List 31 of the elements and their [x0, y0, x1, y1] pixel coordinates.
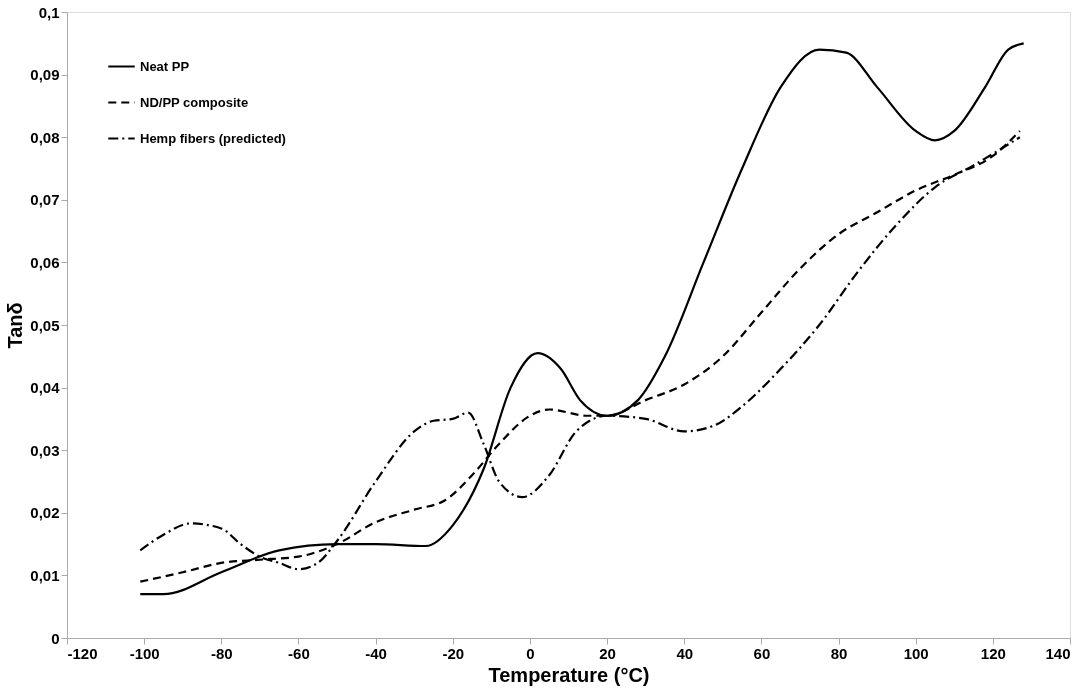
y-tick-label: 0,09 [30, 66, 60, 84]
x-tick-label: -20 [442, 644, 465, 662]
line-series [139, 42, 1025, 596]
x-tick-label: -40 [365, 644, 387, 662]
y-axis-title: Tanδ [4, 302, 27, 349]
x-tick-label: -80 [210, 644, 233, 662]
y-tick-label: 0,01 [30, 566, 60, 584]
y-tick-label: 0 [51, 629, 60, 647]
y-tick-label: 0,04 [30, 379, 61, 397]
y-tick-label: 0,08 [30, 128, 60, 146]
x-tick-label: 140 [1045, 644, 1071, 662]
x-tick-label: 60 [753, 644, 771, 662]
y-tick-label: 0,07 [30, 191, 60, 209]
y-tick-label: 0,03 [30, 441, 60, 459]
legend-label: Hemp fibers (predicted) [140, 130, 286, 146]
legend-label: ND/PP composite [140, 94, 249, 110]
x-tick-label: -60 [288, 644, 310, 662]
y-tick-label: 0,02 [30, 504, 60, 522]
x-tick-label: 80 [830, 644, 848, 662]
x-tick-label: 40 [676, 644, 694, 662]
x-tick-label: 120 [980, 644, 1006, 662]
x-tick-label: 0 [526, 644, 535, 662]
legend-label: Neat PP [140, 58, 190, 74]
x-tick-label: -120 [67, 644, 98, 662]
x-tick-label: 20 [599, 644, 616, 662]
x-tick-label: -100 [129, 644, 160, 662]
y-tick-label: 0,1 [38, 3, 60, 21]
x-axis-title: Temperature (°C) [488, 663, 650, 686]
y-tick-label: 0,05 [30, 316, 60, 334]
x-tick-label: 100 [903, 644, 929, 662]
y-tick-label: 0,06 [30, 253, 60, 271]
